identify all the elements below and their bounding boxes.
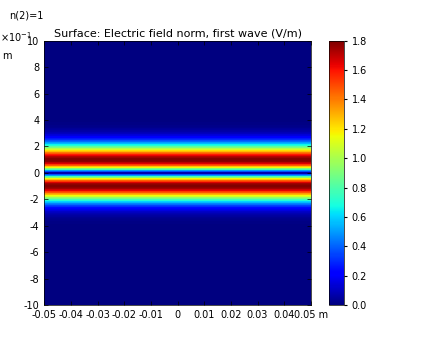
Text: n(2)=1: n(2)=1 bbox=[9, 10, 43, 20]
Title: Surface: Electric field norm, first wave (V/m): Surface: Electric field norm, first wave… bbox=[54, 28, 301, 39]
Text: m: m bbox=[2, 51, 12, 61]
Text: $\times10^{-1}$: $\times10^{-1}$ bbox=[0, 31, 32, 44]
